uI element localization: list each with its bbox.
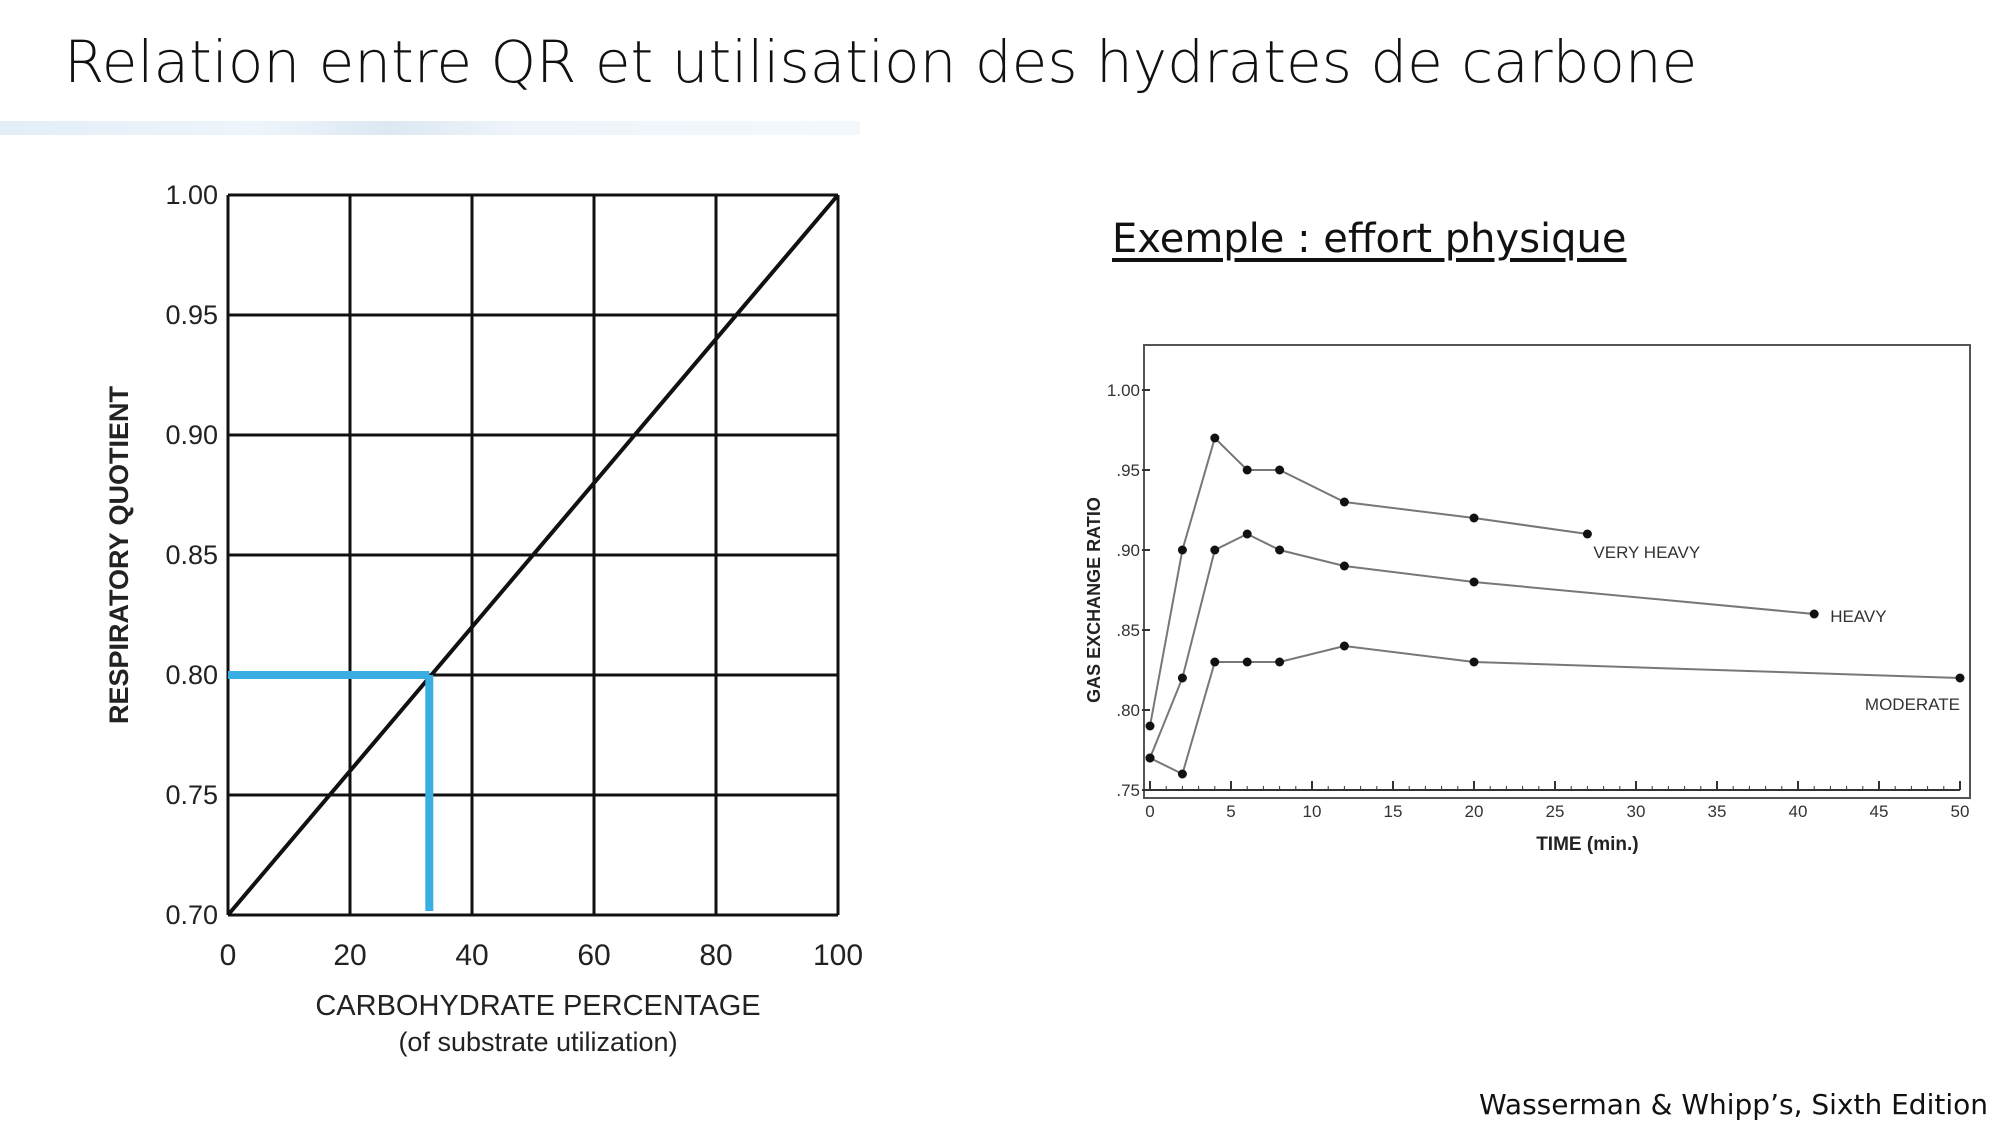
rq-line bbox=[226, 193, 840, 917]
rq-chart: 0.70 0.75 0.80 0.85 0.90 0.95 1.00 0 20 40 60 80 100… bbox=[104, 180, 863, 1057]
data-point bbox=[1809, 609, 1819, 619]
data-point bbox=[1339, 561, 1349, 571]
slide-title: Relation entre QR et utilisation des hyd… bbox=[64, 28, 1698, 96]
data-point bbox=[1339, 497, 1349, 507]
x-tick-label: 5 bbox=[1226, 802, 1235, 821]
y-tick-label: .80 bbox=[1116, 701, 1140, 720]
y-tick-label: 0.70 bbox=[165, 900, 218, 930]
series-label: VERY HEAVY bbox=[1593, 543, 1700, 562]
y-tick-label: 0.90 bbox=[165, 420, 218, 450]
y-tick-label: 0.75 bbox=[165, 780, 218, 810]
data-point bbox=[1242, 657, 1252, 667]
data-point bbox=[1469, 513, 1479, 523]
x-tick-label: 50 bbox=[1951, 802, 1970, 821]
series-label: MODERATE bbox=[1865, 695, 1960, 714]
title-decoration-band bbox=[0, 121, 860, 135]
data-point bbox=[1145, 753, 1155, 763]
x-tick-label: 20 bbox=[1465, 802, 1484, 821]
x-tick-label: 100 bbox=[813, 939, 863, 972]
data-point bbox=[1177, 673, 1187, 683]
y-tick-label: 0.80 bbox=[165, 660, 218, 690]
x-tick-label: 10 bbox=[1303, 802, 1322, 821]
y-axis-label: GAS EXCHANGE RATIO bbox=[1084, 497, 1104, 703]
y-axis-label: RESPIRATORY QUOTIENT bbox=[104, 385, 134, 724]
series-line bbox=[1149, 436, 1588, 727]
x-tick-label: 25 bbox=[1546, 802, 1565, 821]
x-tick-label: 40 bbox=[1789, 802, 1808, 821]
data-point bbox=[1275, 465, 1285, 475]
data-point bbox=[1582, 529, 1592, 539]
x-tick-label: 20 bbox=[333, 939, 366, 972]
data-point bbox=[1275, 545, 1285, 555]
series-line bbox=[1149, 532, 1815, 759]
data-point bbox=[1145, 721, 1155, 731]
x-tick-label: 0 bbox=[220, 939, 237, 972]
series-label: HEAVY bbox=[1830, 607, 1886, 626]
gas-exchange-chart: .75 .80 .85 .90 .95 1.00 0 5 10 15 20 25 30 35 40 45 50 G… bbox=[1084, 344, 1971, 855]
data-point bbox=[1177, 545, 1187, 555]
x-axis-sublabel: (of substrate utilization) bbox=[398, 1027, 677, 1057]
y-tick-label: 1.00 bbox=[1107, 381, 1140, 400]
x-tick-label: 30 bbox=[1627, 802, 1646, 821]
example-subtitle: Exemple : effort physique bbox=[1112, 216, 1627, 262]
y-tick-label: 0.95 bbox=[165, 300, 218, 330]
y-tick-label: 1.00 bbox=[165, 180, 218, 210]
x-tick-label: 80 bbox=[699, 939, 732, 972]
data-point bbox=[1469, 657, 1479, 667]
data-point bbox=[1210, 433, 1220, 443]
y-tick-label: .85 bbox=[1116, 621, 1140, 640]
y-tick-label: .75 bbox=[1116, 781, 1140, 800]
x-tick-label: 60 bbox=[577, 939, 610, 972]
x-tick-label: 35 bbox=[1708, 802, 1727, 821]
plot-frame bbox=[1143, 344, 1971, 799]
data-point bbox=[1242, 465, 1252, 475]
data-point bbox=[1339, 641, 1349, 651]
data-point bbox=[1210, 657, 1220, 667]
y-tick-label: 0.85 bbox=[165, 540, 218, 570]
x-axis-label: CARBOHYDRATE PERCENTAGE bbox=[315, 990, 760, 1022]
data-point bbox=[1177, 769, 1187, 779]
x-tick-label: 0 bbox=[1145, 802, 1154, 821]
data-point bbox=[1210, 545, 1220, 555]
data-point bbox=[1242, 529, 1252, 539]
x-axis-label: TIME (min.) bbox=[1536, 834, 1638, 855]
x-tick-label: 45 bbox=[1870, 802, 1889, 821]
series-line bbox=[1149, 644, 1961, 776]
y-tick-label: .90 bbox=[1116, 541, 1140, 560]
data-point bbox=[1469, 577, 1479, 587]
x-tick-label: 15 bbox=[1384, 802, 1403, 821]
source-citation: Wasserman & Whipp’s, Sixth Edition bbox=[1479, 1088, 1988, 1121]
data-point bbox=[1275, 657, 1285, 667]
y-tick-label: .95 bbox=[1116, 461, 1140, 480]
data-point bbox=[1955, 673, 1965, 683]
x-tick-label: 40 bbox=[455, 939, 488, 972]
